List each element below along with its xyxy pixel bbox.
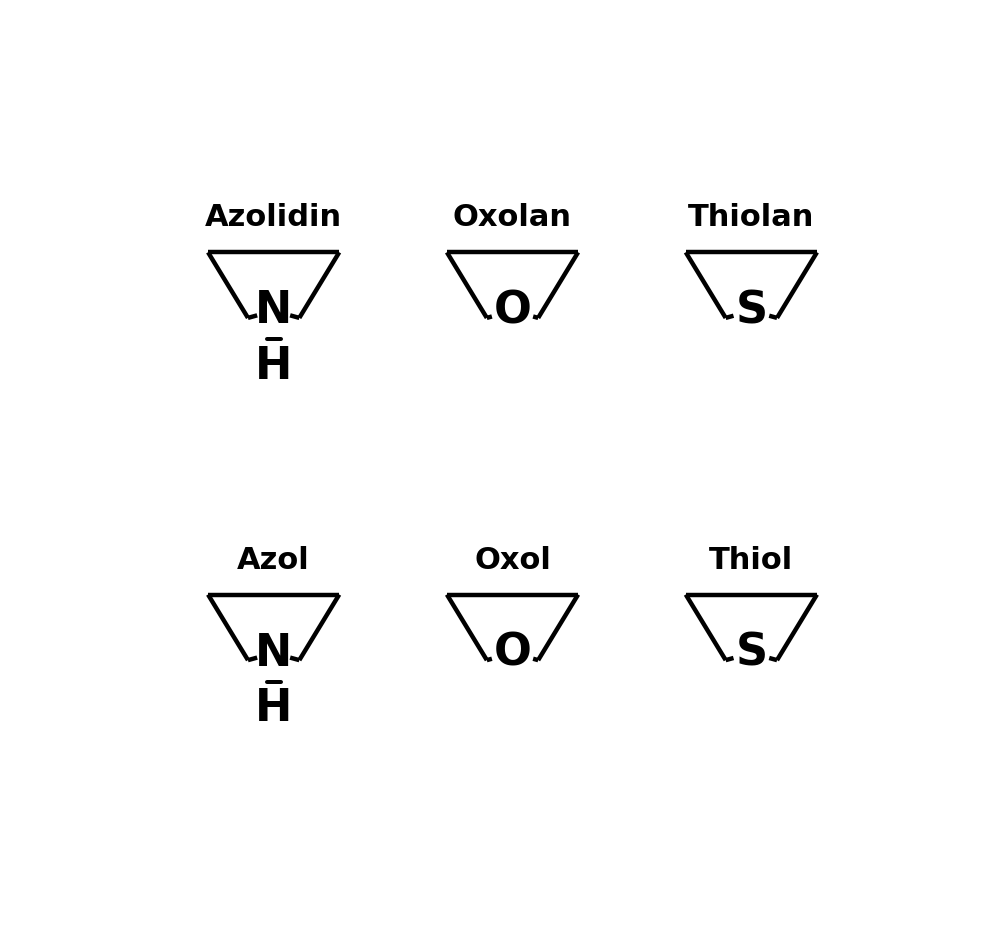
Text: H: H (255, 344, 292, 388)
Text: H: H (255, 687, 292, 730)
Text: Oxolan: Oxolan (453, 204, 572, 232)
Text: S: S (735, 632, 767, 674)
Text: Azol: Azol (237, 545, 310, 574)
Text: Thiol: Thiol (709, 545, 793, 574)
Text: Oxol: Oxol (474, 545, 551, 574)
Text: S: S (735, 289, 767, 332)
Text: Azolidin: Azolidin (205, 204, 342, 232)
Text: O: O (494, 289, 531, 332)
Text: N: N (255, 289, 292, 332)
Text: N: N (255, 632, 292, 674)
Text: O: O (494, 632, 531, 674)
Text: Thiolan: Thiolan (688, 204, 815, 232)
